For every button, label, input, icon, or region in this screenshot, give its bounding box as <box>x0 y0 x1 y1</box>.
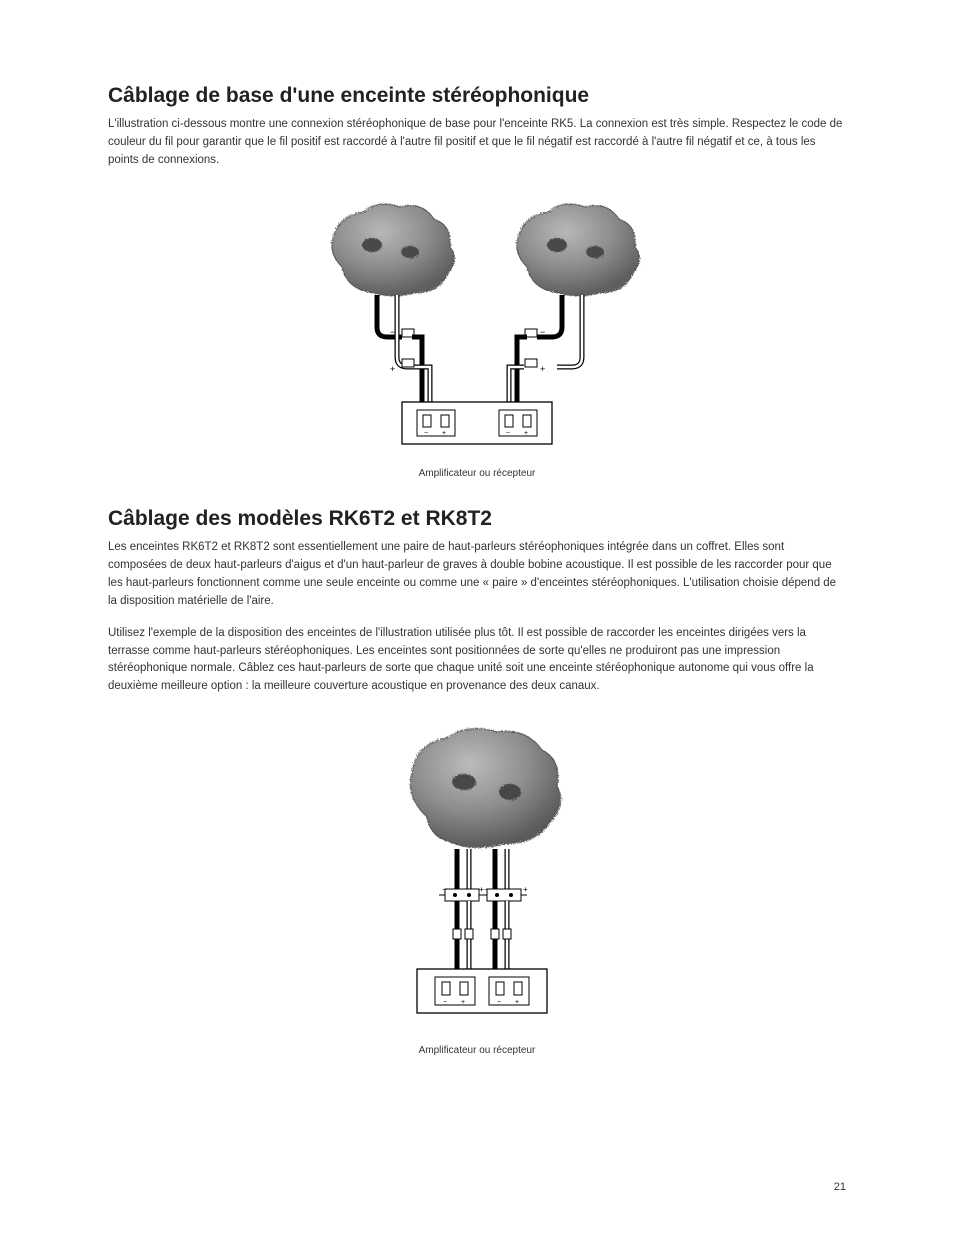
section1-paragraph: L'illustration ci-dessous montre une con… <box>108 116 846 169</box>
section2-heading: Câblage des modèles RK6T2 et RK8T2 <box>108 507 846 531</box>
svg-text:+: + <box>524 430 528 437</box>
svg-text:−: − <box>484 885 489 894</box>
svg-text:+: + <box>523 885 528 894</box>
section1-heading: Câblage de base d'une enceinte stéréopho… <box>108 84 846 108</box>
figure2-caption: Amplificateur ou récepteur <box>108 1045 846 1056</box>
svg-text:−: − <box>506 430 510 437</box>
figure1-caption: Amplificateur ou récepteur <box>108 468 846 479</box>
svg-text:+: + <box>461 999 465 1006</box>
svg-text:−: − <box>390 327 395 337</box>
svg-text:−: − <box>424 430 428 437</box>
svg-text:−: − <box>497 999 501 1006</box>
svg-text:−: − <box>443 999 447 1006</box>
svg-text:+: + <box>390 364 395 374</box>
figure-dual-voice-wiring: − + − + − + − + Amplificateur <box>108 714 846 1056</box>
svg-text:+: + <box>540 364 545 374</box>
figure-stereo-wiring: − + − + − + − <box>108 187 846 479</box>
page-number: 21 <box>834 1181 846 1193</box>
section2-paragraph2: Utilisez l'exemple de la disposition des… <box>108 625 846 696</box>
svg-text:−: − <box>540 327 545 337</box>
dual-voice-wiring-svg: − + − + − + − + <box>347 714 607 1034</box>
svg-text:+: + <box>442 430 446 437</box>
section2-paragraph1: Les enceintes RK6T2 et RK8T2 sont essent… <box>108 539 846 610</box>
svg-text:+: + <box>515 999 519 1006</box>
stereo-wiring-svg: − + − + − + − <box>262 187 692 457</box>
svg-text:−: − <box>442 885 447 894</box>
